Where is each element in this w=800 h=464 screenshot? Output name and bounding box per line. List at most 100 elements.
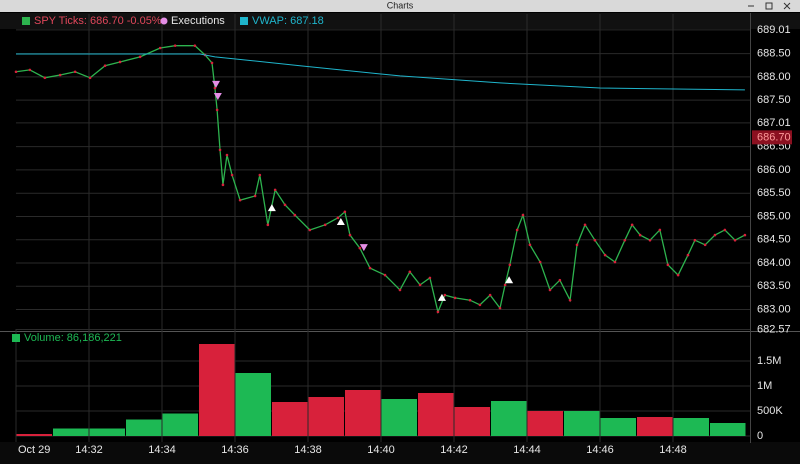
x-tick-label: 14:36 (221, 444, 249, 456)
tick-point (368, 266, 372, 270)
legend-label: SPY Ticks: 686.70 -0.05% (34, 15, 162, 27)
tick-point (258, 173, 262, 177)
tick-point (478, 303, 482, 307)
tick-point (383, 273, 387, 277)
volume-bar (272, 402, 308, 436)
y-tick-label: 688.00 (757, 71, 791, 83)
window-controls[interactable] (748, 2, 791, 10)
tick-point (686, 253, 690, 257)
tick-point (593, 238, 597, 242)
volume-bar (16, 434, 52, 436)
close[interactable] (783, 2, 791, 10)
tick-point (443, 293, 447, 297)
tick-point (528, 243, 532, 247)
tick-point (658, 228, 662, 232)
tick-point (583, 223, 587, 227)
volume-bar (53, 428, 89, 436)
y-tick-label: 0 (757, 430, 763, 442)
y-tick-label: 683.50 (757, 280, 791, 292)
legend-swatch (240, 17, 248, 25)
tick-point (58, 73, 62, 77)
tick-point (428, 276, 432, 280)
tick-point (323, 223, 327, 227)
tick-point (221, 183, 225, 187)
price-line (16, 53, 745, 91)
volume-bar (710, 423, 746, 436)
tick-point (568, 298, 572, 302)
last-price-box (752, 130, 792, 145)
tick-point (575, 243, 579, 247)
tick-point (225, 153, 229, 157)
tick-point (343, 210, 347, 214)
tick-point (436, 310, 440, 314)
buy-marker (336, 218, 345, 226)
legend-swatch (12, 334, 20, 342)
tick-point (158, 46, 162, 50)
tick-point (623, 238, 627, 242)
title-bar (0, 0, 800, 12)
tick-point (503, 283, 507, 287)
tick-point (521, 213, 525, 217)
legend-swatch (22, 17, 30, 25)
tick-point (508, 263, 512, 267)
x-tick-label: 14:34 (148, 444, 176, 456)
volume-bar (199, 344, 235, 436)
y-tick-label: 687.50 (757, 94, 791, 106)
y-tick-label: 685.00 (757, 210, 791, 222)
tick-point (558, 278, 562, 282)
volume-bar (89, 428, 125, 436)
tick-point (210, 61, 214, 65)
legend-label: VWAP: 687.18 (252, 15, 324, 27)
volume-bar (162, 413, 198, 436)
tick-point (253, 194, 257, 198)
tick-point (676, 273, 680, 277)
x-tick-label: 14:32 (75, 444, 103, 456)
window-title: Charts (387, 0, 414, 10)
volume-bar (527, 411, 563, 436)
x-tick-label: 14:42 (440, 444, 468, 456)
x-tick-label: 14:40 (367, 444, 395, 456)
tick-point (488, 293, 492, 297)
x-axis-band (0, 442, 800, 464)
volume-bar (126, 419, 162, 436)
tick-point (138, 55, 142, 59)
tick-point (73, 70, 77, 74)
tick-point (538, 260, 542, 264)
tick-point (453, 296, 457, 300)
tick-point (283, 203, 287, 207)
buy-marker (267, 204, 276, 212)
volume-bar (381, 399, 417, 436)
y-tick-label: 1.5M (757, 355, 781, 367)
tick-point (603, 253, 607, 257)
volume-bar (418, 393, 454, 436)
legend-swatch (160, 17, 168, 25)
pane-divider (0, 331, 800, 332)
x-tick-label: 14:48 (659, 444, 687, 456)
tick-point (88, 76, 92, 80)
volume-bar (491, 401, 527, 436)
tick-point (468, 298, 472, 302)
y-tick-label: 683.00 (757, 303, 791, 315)
tick-point (613, 260, 617, 264)
volume-bar (308, 397, 344, 436)
tick-point (273, 188, 277, 192)
tick-point (43, 76, 47, 80)
y-tick-label: 684.50 (757, 234, 791, 246)
y-tick-label: 689.01 (757, 24, 791, 36)
tick-point (648, 238, 652, 242)
volume-bar (600, 418, 636, 436)
volume-bar (454, 407, 490, 436)
tick-point (215, 108, 219, 112)
volume-bar (637, 417, 673, 436)
tick-point (14, 70, 18, 74)
tick-point (238, 198, 242, 202)
volume-bar (235, 373, 271, 436)
maximize[interactable] (765, 2, 773, 10)
sell-marker (359, 244, 368, 252)
y-tick-label: 688.50 (757, 47, 791, 59)
volume-bar (673, 418, 709, 436)
last-price-label: 686.70 (757, 131, 791, 143)
tick-point (515, 228, 519, 232)
